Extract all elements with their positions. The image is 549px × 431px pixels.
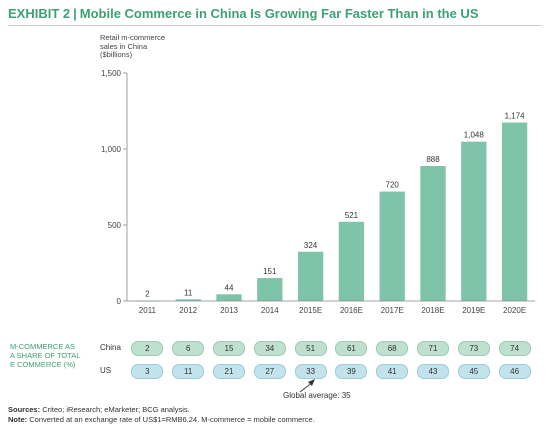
us-share-pill: 3 bbox=[131, 364, 164, 379]
y-tick-label: 0 bbox=[117, 297, 122, 306]
sources-text: Criteo; iResearch; eMarketer; BCG analys… bbox=[42, 405, 190, 414]
china-share-pill: 15 bbox=[213, 341, 245, 356]
x-tick-label: 2020E bbox=[503, 306, 526, 315]
us-share-pill: 27 bbox=[253, 364, 286, 379]
y-tick-label: 1,000 bbox=[101, 145, 122, 154]
chart-title: Mobile Commerce in China Is Growing Far … bbox=[79, 6, 479, 21]
bar-value-label: 888 bbox=[426, 155, 440, 164]
bar-value-label: 1,048 bbox=[464, 131, 485, 140]
bar-value-label: 11 bbox=[184, 288, 193, 297]
bar bbox=[175, 299, 201, 301]
sources-line: Sources: Criteo; iResearch; eMarketer; B… bbox=[8, 405, 315, 415]
us-share-pill: 39 bbox=[335, 364, 368, 379]
share-table-label: M-COMMERCE AS A SHARE OF TOTAL E COMMERC… bbox=[10, 342, 81, 369]
china-share-pill: 73 bbox=[457, 341, 490, 356]
bar bbox=[420, 166, 446, 301]
x-tick-label: 2018E bbox=[421, 306, 444, 315]
y-tick-label: 500 bbox=[108, 221, 122, 230]
global-average-note: Global average: 35 bbox=[283, 391, 351, 400]
exhibit-title: EXHIBIT 2 | Mobile Commerce in China Is Gr… bbox=[8, 6, 479, 21]
bar bbox=[257, 278, 283, 301]
us-share-pill: 33 bbox=[294, 364, 327, 379]
sources-block: Sources: Criteo; iResearch; eMarketer; B… bbox=[8, 405, 315, 424]
x-tick-label: 2014 bbox=[261, 306, 279, 315]
note-line: Note: Converted at an exchange rate of U… bbox=[8, 415, 315, 425]
china-share-pill: 34 bbox=[253, 341, 286, 356]
x-tick-label: 2013 bbox=[220, 306, 238, 315]
china-share-pill: 74 bbox=[498, 341, 531, 356]
bars-group: 2 11 44 151 324 521 720 888 1,048 1,174 bbox=[134, 112, 528, 302]
bar bbox=[338, 221, 365, 301]
x-tick-label: 2011 bbox=[139, 306, 157, 315]
exhibit-label: EXHIBIT 2 bbox=[8, 6, 71, 21]
china-row-label: China bbox=[100, 343, 121, 352]
china-share-pill: 61 bbox=[335, 341, 368, 356]
x-tick-label: 2016E bbox=[340, 306, 363, 315]
sources-label: Sources: bbox=[8, 405, 41, 414]
note-text: Converted at an exchange rate of US$1=RM… bbox=[29, 414, 315, 424]
y-axis-title: Retail m-commerce sales in China ($billi… bbox=[100, 33, 166, 59]
x-tick-label: 2012 bbox=[179, 306, 197, 315]
bar-value-label: 1,174 bbox=[505, 112, 526, 121]
us-share-pill: 11 bbox=[172, 364, 205, 379]
china-share-pill: 71 bbox=[417, 341, 449, 356]
china-share-pill: 2 bbox=[131, 341, 164, 356]
china-share-pill: 68 bbox=[376, 341, 409, 356]
us-row-label: US bbox=[100, 366, 112, 375]
bar-value-label: 151 bbox=[263, 267, 277, 276]
us-share-pill: 41 bbox=[376, 364, 409, 379]
x-tick-label: 2019E bbox=[462, 306, 485, 315]
bar-value-label: 324 bbox=[304, 241, 318, 250]
bar-value-label: 521 bbox=[345, 211, 359, 220]
bar-value-label: 44 bbox=[225, 283, 234, 292]
china-share-pill: 6 bbox=[172, 341, 205, 356]
bar-value-label: 2 bbox=[145, 290, 150, 299]
title-separator: | bbox=[73, 6, 77, 21]
us-share-pill: 46 bbox=[498, 364, 531, 379]
title-divider bbox=[8, 25, 542, 26]
x-tick-label: 2015E bbox=[299, 306, 322, 315]
note-label: Note: bbox=[8, 414, 28, 424]
bar bbox=[216, 294, 242, 301]
china-share-pill: 51 bbox=[294, 341, 327, 356]
bar bbox=[379, 191, 405, 301]
bar-value-label: 720 bbox=[386, 181, 400, 190]
bar bbox=[461, 141, 487, 301]
us-share-pill: 43 bbox=[417, 364, 449, 379]
us-share-pill: 21 bbox=[213, 364, 245, 379]
x-axis: 2011 2012 2013 2014 2015E 2016E 2017E 2018E 2019… bbox=[127, 300, 535, 315]
y-tick-label: 1,500 bbox=[101, 69, 122, 78]
us-share-pill: 45 bbox=[457, 364, 490, 379]
bar bbox=[501, 122, 528, 301]
x-tick-label: 2017E bbox=[381, 306, 404, 315]
y-axis: 0 500 1,000 1,500 bbox=[101, 69, 128, 306]
bar bbox=[297, 251, 324, 301]
